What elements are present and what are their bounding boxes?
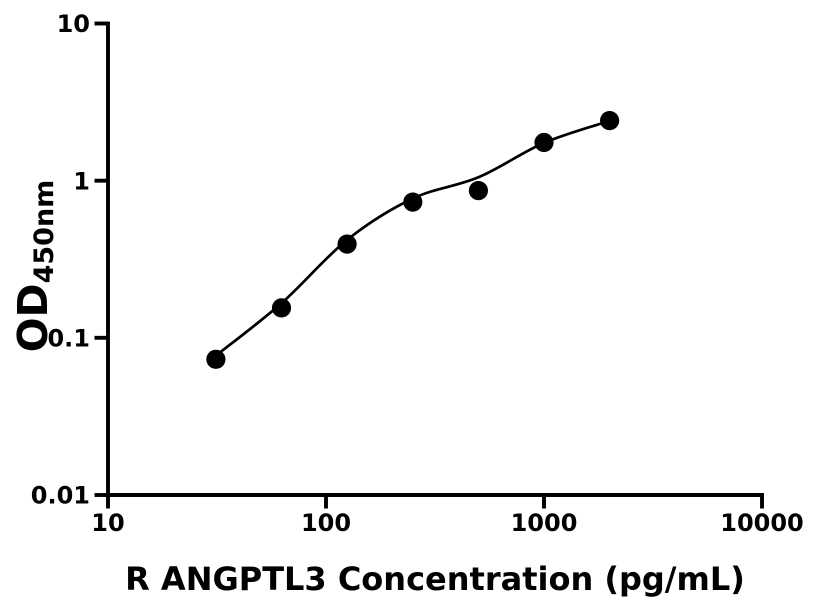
x-axis-title: R ANGPTL3 Concentration (pg/mL): [125, 560, 745, 598]
data-point: [468, 181, 488, 201]
y-axis-title-subscript: 450nm: [29, 180, 60, 284]
y-tick-label: 10: [57, 10, 90, 38]
data-point: [206, 349, 226, 369]
x-tick-label: 10: [91, 509, 124, 537]
data-point: [337, 234, 357, 254]
fitted-curve: [214, 119, 611, 358]
y-axis-title: OD450nm: [9, 180, 60, 353]
data-point: [534, 132, 554, 153]
x-tick-label: 10000: [720, 509, 804, 537]
data-point: [271, 298, 292, 318]
x-tick-label: 1000: [511, 509, 578, 537]
y-axis-title-main: OD: [9, 283, 57, 352]
axis-spines: [106, 21, 764, 497]
y-tick-label: 0.01: [31, 482, 90, 510]
x-tick-label: 100: [301, 509, 351, 537]
y-tick-label: 0.1: [47, 324, 90, 352]
data-layer: [206, 111, 620, 369]
data-point: [403, 192, 423, 212]
y-tick-label: 1: [73, 167, 90, 195]
data-point: [600, 111, 620, 131]
